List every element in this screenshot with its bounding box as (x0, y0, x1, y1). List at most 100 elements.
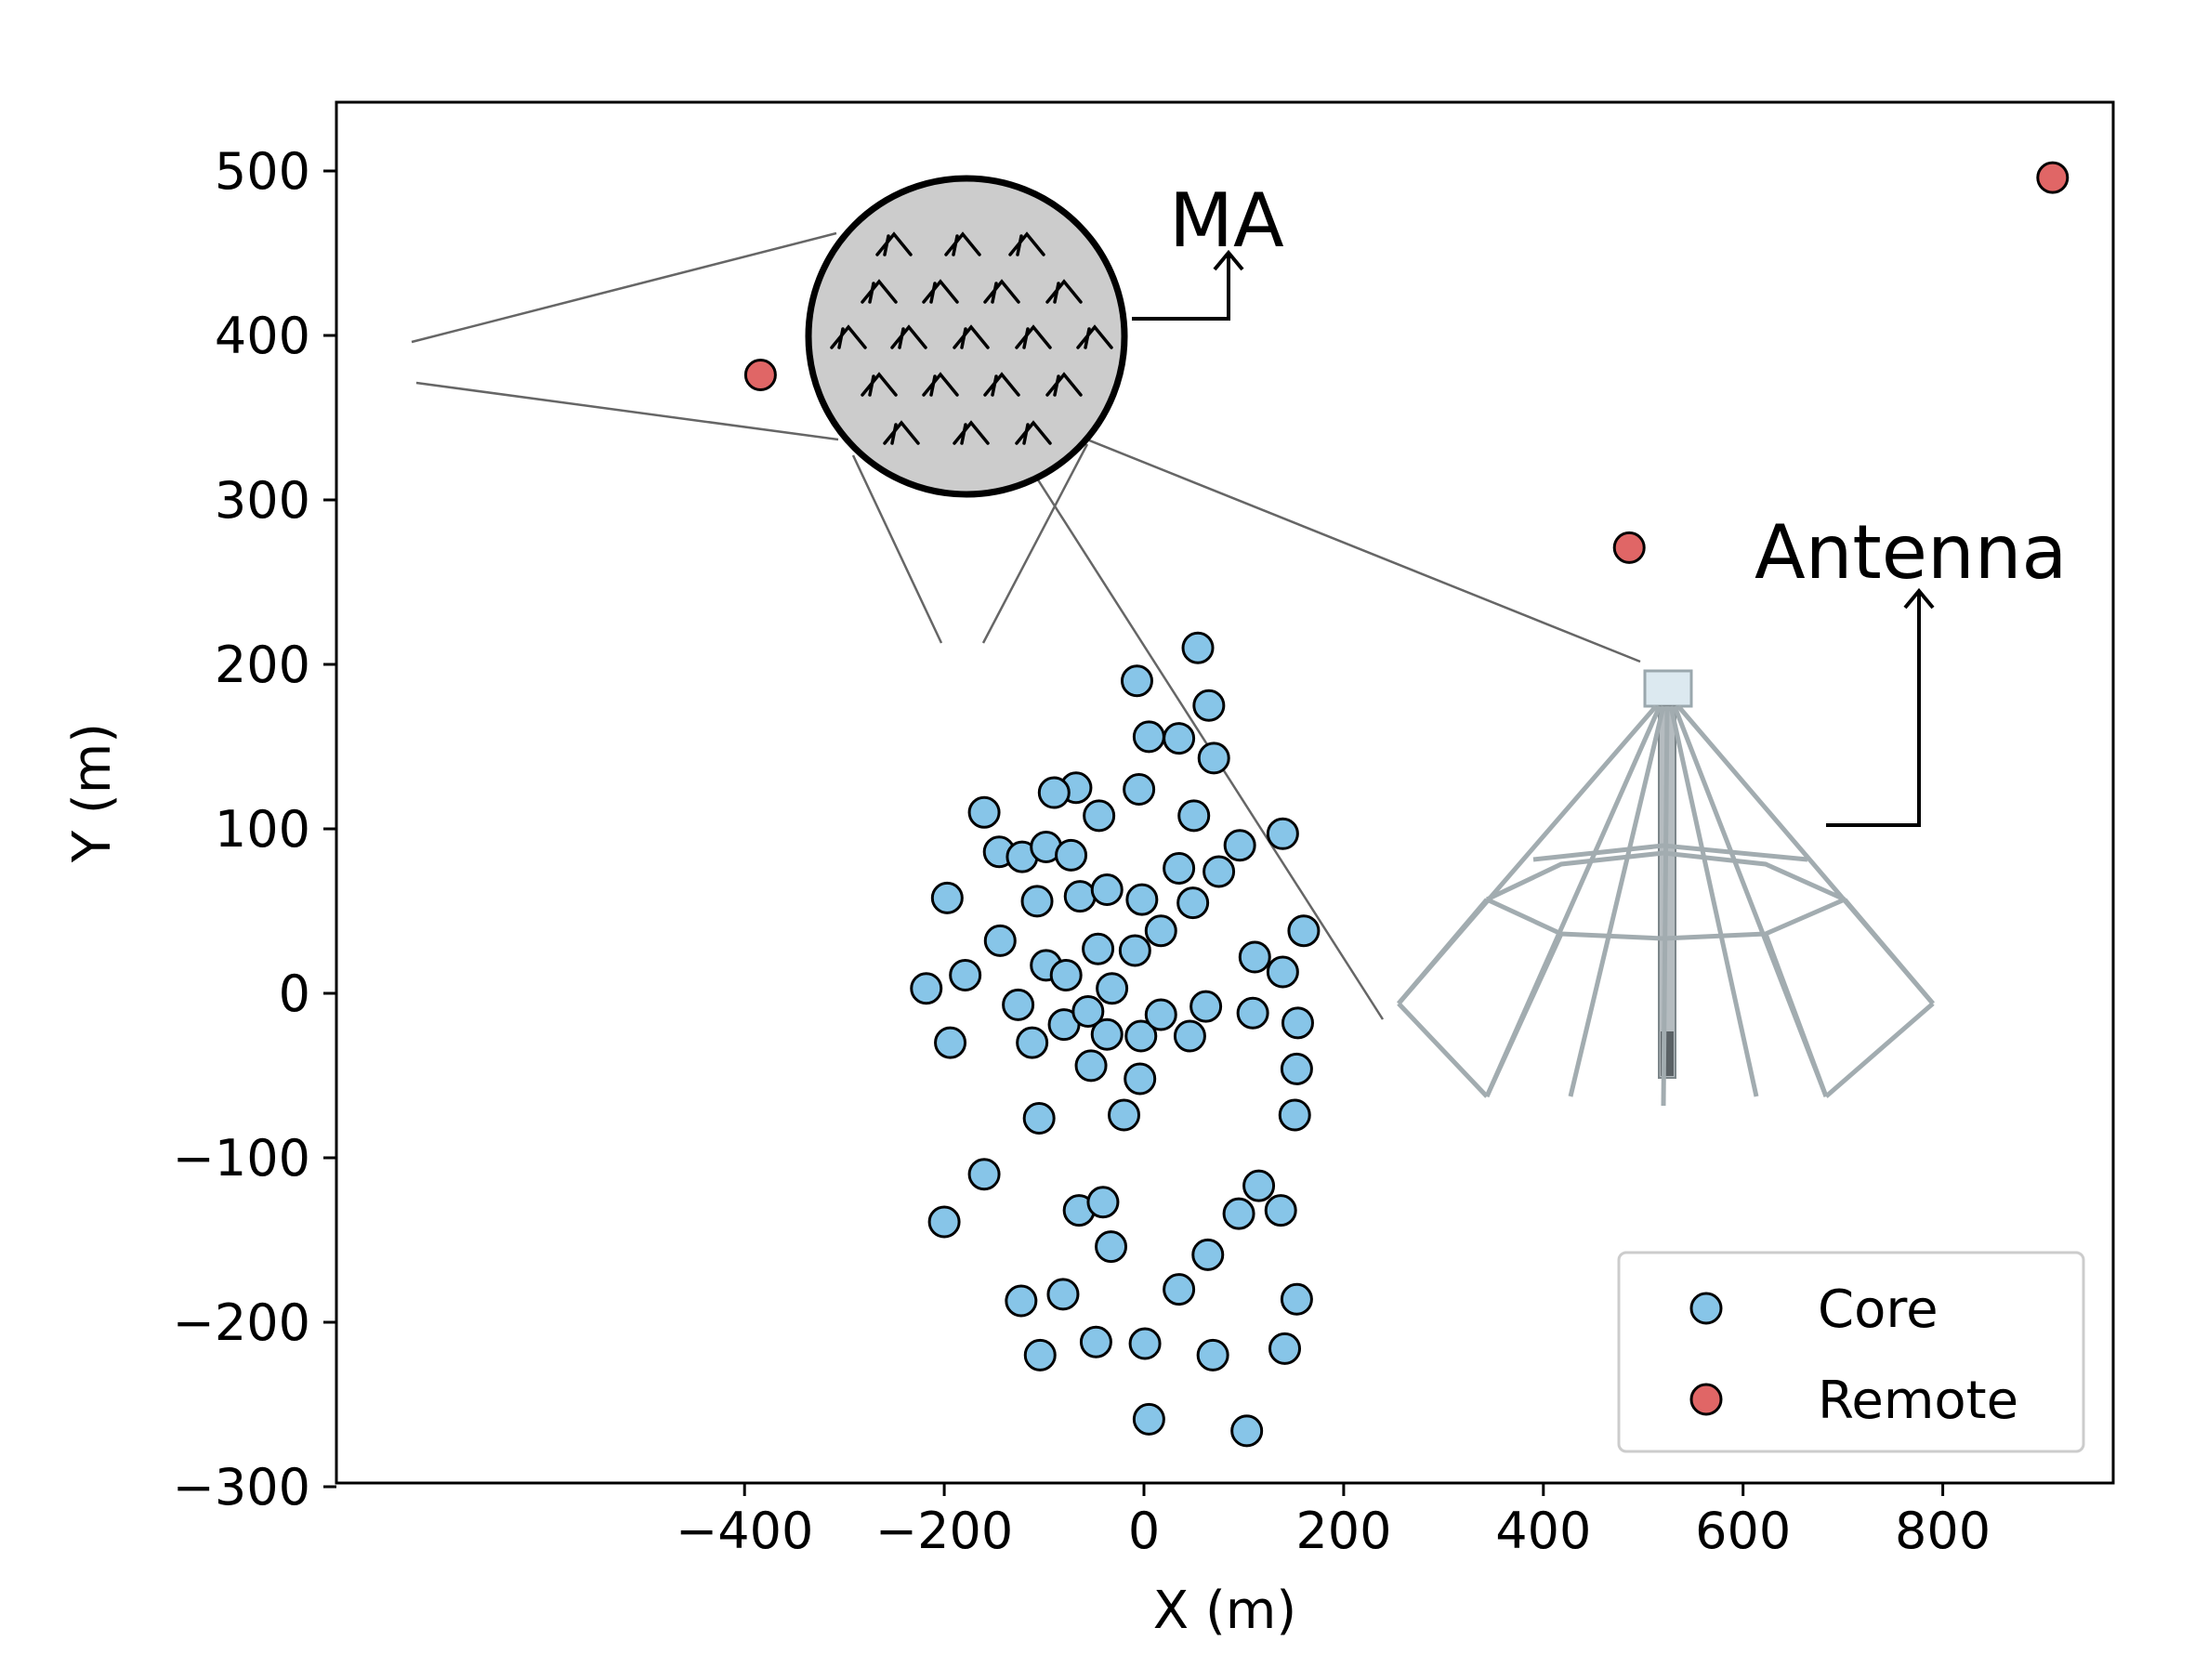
ma-connector-lines (411, 231, 1641, 1020)
core-point (1074, 1049, 1108, 1083)
core-point (967, 795, 1001, 829)
core-point (910, 972, 943, 1005)
core-point (1071, 994, 1105, 1028)
ma-antenna-icon (1008, 231, 1045, 256)
ma-antenna-icon (922, 279, 959, 304)
core-point (1236, 996, 1269, 1030)
core-point (1063, 880, 1097, 913)
x-tick-label: −200 (875, 1502, 1013, 1560)
core-point (1096, 972, 1129, 1005)
core-point (1223, 829, 1256, 862)
ma-antenna-icon (983, 279, 1020, 304)
ma-label: MA (1169, 177, 1284, 264)
x-tick-label: 800 (1895, 1502, 1991, 1560)
core-point (1144, 998, 1177, 1031)
ma-antenna-icon (953, 420, 990, 445)
core-point (1264, 1194, 1297, 1227)
core-point (1173, 1019, 1206, 1053)
core-point (967, 1158, 1001, 1191)
core-point (1280, 1282, 1313, 1316)
core-point (1016, 1026, 1049, 1059)
ma-antenna-icon (1015, 324, 1052, 349)
core-point (1266, 817, 1299, 850)
core-point (1005, 1284, 1038, 1318)
ma-inset (805, 175, 1128, 498)
ma-antenna-icon (861, 279, 898, 304)
ma-antenna-icon (875, 231, 913, 256)
ma-antenna-icon (1015, 420, 1052, 445)
antenna-drawing (1397, 669, 1935, 1107)
core-point (1128, 1327, 1162, 1360)
core-point (1023, 1338, 1057, 1372)
ma-inset-circle (805, 175, 1128, 498)
core-point (1037, 776, 1071, 809)
core-point (1230, 1414, 1264, 1448)
core-point (1203, 855, 1236, 888)
y-tick-label: −100 (173, 1129, 310, 1188)
y-tick-label: −200 (173, 1293, 310, 1352)
ma-antenna-icon (830, 324, 867, 349)
core-point (1108, 1098, 1141, 1132)
ma-antenna-icon (1045, 279, 1083, 304)
core-point (1144, 914, 1177, 948)
core-point (1176, 886, 1210, 920)
core-point (1242, 1169, 1276, 1202)
core-point (1124, 1062, 1157, 1096)
core-point (1049, 959, 1083, 992)
core-point (1268, 1332, 1302, 1365)
core-point (1118, 934, 1151, 967)
remote-point (1612, 531, 1646, 564)
ma-antenna-symbols (830, 231, 1113, 445)
core-point (1278, 1098, 1311, 1132)
remote-point (2036, 161, 2070, 194)
y-axis-ticks: −300 −200 −100 0 100 200 300 400 500 (173, 142, 336, 1516)
core-point (1197, 742, 1230, 775)
y-tick-label: 200 (215, 636, 310, 694)
core-point (1132, 1402, 1165, 1436)
antenna-label: Antenna (1755, 509, 2067, 596)
antenna-frame (1397, 704, 1935, 1107)
core-point (1022, 1102, 1056, 1135)
ma-antenna-icon (861, 372, 898, 397)
ma-antenna-icon (890, 324, 927, 349)
core-point (934, 1026, 967, 1059)
core-point (1082, 932, 1115, 965)
core-point (1124, 1019, 1158, 1053)
legend-core-marker (1689, 1292, 1723, 1325)
core-point (1280, 1052, 1313, 1085)
core-point (1181, 631, 1215, 664)
x-tick-label: 0 (1128, 1502, 1160, 1560)
core-point (1196, 1338, 1229, 1372)
legend-box (1617, 1251, 2085, 1453)
y-tick-label: 0 (279, 965, 310, 1023)
remote-point (743, 358, 777, 391)
core-point (983, 924, 1017, 957)
core-point (927, 1205, 961, 1239)
antenna-arrow (1826, 587, 1935, 827)
y-tick-label: 500 (215, 142, 310, 201)
legend-core-label: Core (1818, 1280, 1939, 1340)
legend-remote-label: Remote (1818, 1371, 2018, 1431)
y-axis-label: Y (m) (62, 723, 123, 863)
core-point (1238, 940, 1271, 974)
core-point (1020, 885, 1054, 918)
core-point (1055, 838, 1088, 872)
legend: Core Remote (1617, 1251, 2085, 1453)
ma-antenna-icon (1045, 372, 1083, 397)
x-axis-ticks: −400 −200 0 200 400 600 800 (676, 1483, 1991, 1560)
core-point (949, 959, 982, 992)
ma-antenna-icon (1076, 324, 1113, 349)
ma-antenna-icon (953, 324, 990, 349)
x-tick-label: 600 (1695, 1502, 1791, 1560)
core-point (1083, 799, 1116, 833)
x-tick-label: −400 (676, 1502, 813, 1560)
core-point (1123, 773, 1156, 807)
core-point (1163, 1273, 1196, 1306)
y-tick-label: 300 (215, 471, 310, 530)
x-axis-label: X (m) (1153, 1581, 1296, 1641)
core-point (1281, 1006, 1314, 1040)
core-point (1125, 883, 1159, 916)
ma-antenna-icon (922, 372, 959, 397)
data-points (743, 161, 2070, 1448)
